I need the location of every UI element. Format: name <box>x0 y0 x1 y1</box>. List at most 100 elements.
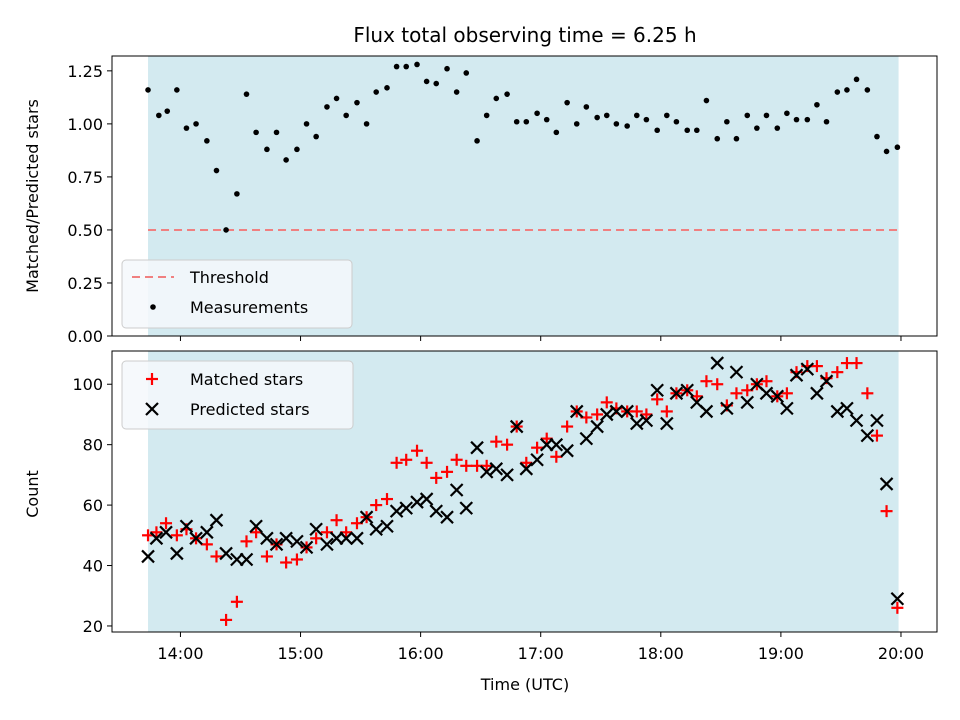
predicted-star-point <box>770 389 785 404</box>
measurement-point <box>864 87 871 93</box>
predicted-star-point <box>320 537 334 552</box>
matched-star-point <box>381 493 393 506</box>
cross-stroke <box>560 443 574 458</box>
predicted-star-point <box>509 419 524 434</box>
cross-stroke <box>830 404 845 419</box>
measurement-point <box>613 121 620 127</box>
cross-stroke <box>239 552 254 567</box>
predicted-star-point <box>630 416 644 431</box>
cross-stroke <box>690 395 704 410</box>
top-y-tick-label: 1.00 <box>67 115 103 134</box>
bottom-x-tick-label: 17:00 <box>518 644 564 663</box>
measurement-point <box>145 87 151 93</box>
predicted-star-point <box>650 383 664 398</box>
predicted-star-point <box>399 501 413 515</box>
legend-measurements-swatch <box>150 304 156 310</box>
measurement-point <box>643 116 650 123</box>
predicted-star-point <box>800 362 815 376</box>
predicted-star-point <box>260 531 274 546</box>
bottom-legend: Matched stars Predicted stars <box>121 360 354 430</box>
top-y-tick-label: 0.00 <box>67 327 103 346</box>
bottom-x-tick-label: 15:00 <box>277 644 323 663</box>
matched-star-point <box>561 420 574 433</box>
measurement-point <box>553 129 560 136</box>
predicted-star-point <box>339 531 353 546</box>
cross-stroke <box>299 540 314 555</box>
measurement-point <box>223 227 229 233</box>
predicted-star-point <box>290 534 304 549</box>
measurement-point <box>243 91 250 97</box>
measurement-point <box>403 63 410 70</box>
predicted-star-point <box>660 416 674 431</box>
measurement-point <box>303 121 310 127</box>
bottom-panel: 20 40 60 80 100 14:00 15:00 16:00 17:00 18:00 19:… <box>23 350 938 694</box>
cross-stroke <box>189 531 203 546</box>
predicted-star-point <box>500 468 514 482</box>
bottom-y-tick-label: 60 <box>83 496 103 515</box>
cross-stroke <box>879 477 894 491</box>
measurement-point <box>343 112 349 119</box>
measurement-point <box>814 101 820 108</box>
cross-stroke <box>470 440 484 455</box>
cross-stroke <box>380 519 394 534</box>
cross-stroke <box>149 531 164 546</box>
cross-stroke <box>680 383 694 398</box>
cross-stroke <box>729 365 744 379</box>
measurement-point <box>763 112 770 119</box>
measurement-point <box>354 99 360 106</box>
legend-matched-swatch <box>146 373 158 385</box>
cross-stroke <box>530 452 544 467</box>
matched-star-point <box>480 459 493 472</box>
matched-star-point <box>280 556 293 569</box>
predicted-star-point <box>830 404 845 419</box>
cross-stroke <box>350 531 364 546</box>
predicted-star-point <box>470 440 484 455</box>
cross-stroke <box>419 492 434 506</box>
predicted-star-point <box>599 407 614 422</box>
cross-stroke <box>590 419 604 434</box>
matched-star-point <box>891 601 904 614</box>
predicted-star-point <box>780 401 794 416</box>
measurement-point <box>804 116 811 123</box>
matched-star-point <box>390 456 403 469</box>
chart-title: Flux total observing time = 6.25 h <box>353 23 696 47</box>
predicted-star-point <box>219 546 233 561</box>
cross-stroke <box>179 519 194 534</box>
cross-stroke <box>141 549 155 564</box>
matched-star-point <box>230 595 243 608</box>
predicted-star-point <box>329 531 344 546</box>
measurement-point <box>733 135 740 142</box>
measurement-point <box>894 144 901 151</box>
predicted-star-point <box>710 356 725 370</box>
predicted-star-point <box>539 437 554 452</box>
matched-star-point <box>600 396 613 409</box>
cross-stroke <box>219 546 233 561</box>
matched-star-point <box>430 471 443 484</box>
cross-stroke <box>159 525 173 540</box>
predicted-star-point <box>179 519 194 534</box>
matched-star-point <box>310 532 323 545</box>
matched-star-point <box>170 529 183 542</box>
cross-stroke <box>720 401 734 416</box>
predicted-star-point <box>149 531 164 546</box>
matched-star-point <box>531 441 544 454</box>
cross-stroke <box>539 437 554 452</box>
measurement-point <box>474 138 480 144</box>
cross-stroke <box>740 395 755 410</box>
cross-stroke <box>500 468 514 482</box>
matched-star-point <box>501 438 514 451</box>
cross-stroke <box>750 377 764 392</box>
predicted-star-point <box>410 495 424 509</box>
matched-star-point <box>460 459 473 472</box>
matched-star-point <box>711 378 724 391</box>
cross-stroke <box>669 386 684 401</box>
measurement-point <box>573 121 580 127</box>
matched-star-point <box>490 435 503 448</box>
cross-stroke <box>699 404 714 419</box>
matched-star-point <box>450 453 463 466</box>
predicted-star-point <box>789 368 804 382</box>
measurement-point <box>483 112 490 119</box>
matched-star-point <box>210 550 223 563</box>
bottom-legend-box <box>121 360 354 430</box>
measurement-point <box>156 112 162 119</box>
